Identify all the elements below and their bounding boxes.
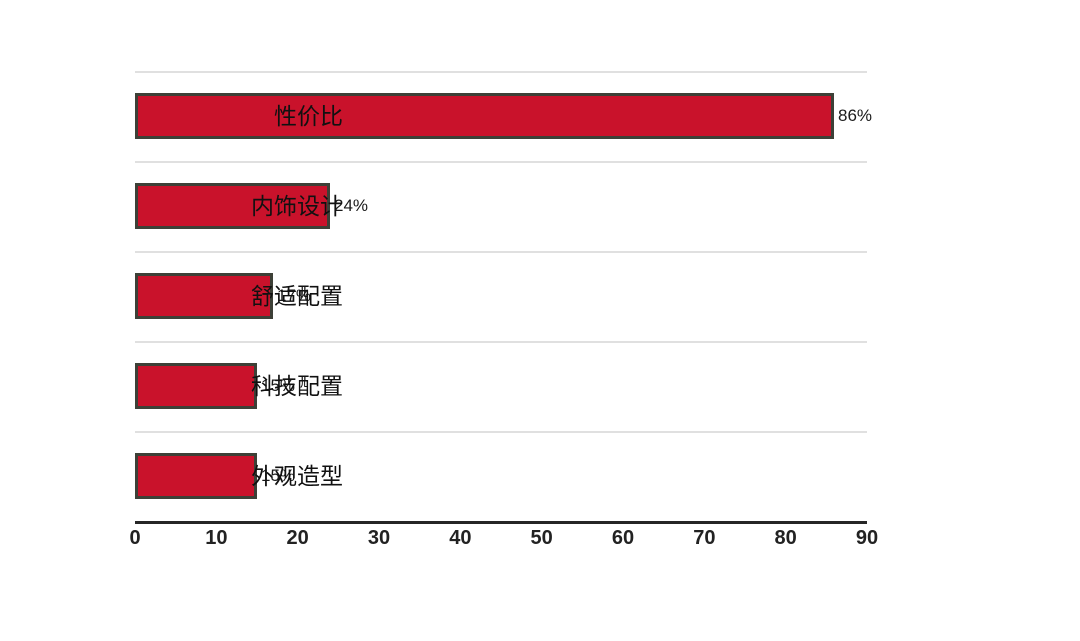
x-tick-label: 70 (693, 527, 716, 549)
bar-row: 24% (135, 161, 867, 251)
split-gridline (135, 341, 867, 343)
x-tick-label: 30 (367, 527, 391, 549)
x-tick-label: 60 (611, 527, 635, 549)
category-label-2: 内饰设计 (251, 193, 343, 219)
value-label: 15% (261, 466, 296, 485)
bar-外观造型[interactable] (135, 453, 257, 499)
value-label: 86% (838, 106, 873, 125)
value-label: 24% (334, 196, 369, 215)
split-gridline (135, 161, 867, 163)
category-label-1: 性价比 (274, 103, 343, 129)
bar-性价比[interactable] (135, 93, 834, 139)
bar-内饰设计[interactable] (135, 183, 330, 229)
plot-area: 86% 24% 17% 15% 15% (135, 71, 872, 524)
bar-舒适配置[interactable] (135, 273, 273, 319)
x-tick-label: 90 (855, 527, 879, 549)
split-gridline (135, 71, 867, 73)
split-gridline (135, 251, 867, 253)
bar-科技配置[interactable] (135, 363, 257, 409)
x-tick-label: 40 (449, 527, 472, 549)
x-tick-label: 0 (129, 527, 141, 549)
x-tick-label: 10 (205, 527, 228, 549)
value-label: 15% (261, 376, 296, 395)
category-label-4: 科技配置 (251, 373, 343, 399)
category-label-3: 舒适配置 (251, 283, 343, 309)
bar-row: 15% (135, 341, 867, 431)
x-tick-label: 50 (530, 527, 553, 549)
bar-row: 15% (135, 431, 867, 521)
category-label-5: 外观造型 (251, 463, 343, 489)
x-tick-label: 20 (286, 527, 309, 549)
x-tick-label: 80 (774, 527, 797, 549)
bar-row: 17% (135, 251, 867, 341)
value-label: 17% (277, 286, 312, 305)
bar-row: 86% (135, 71, 872, 161)
split-gridline (135, 431, 867, 433)
